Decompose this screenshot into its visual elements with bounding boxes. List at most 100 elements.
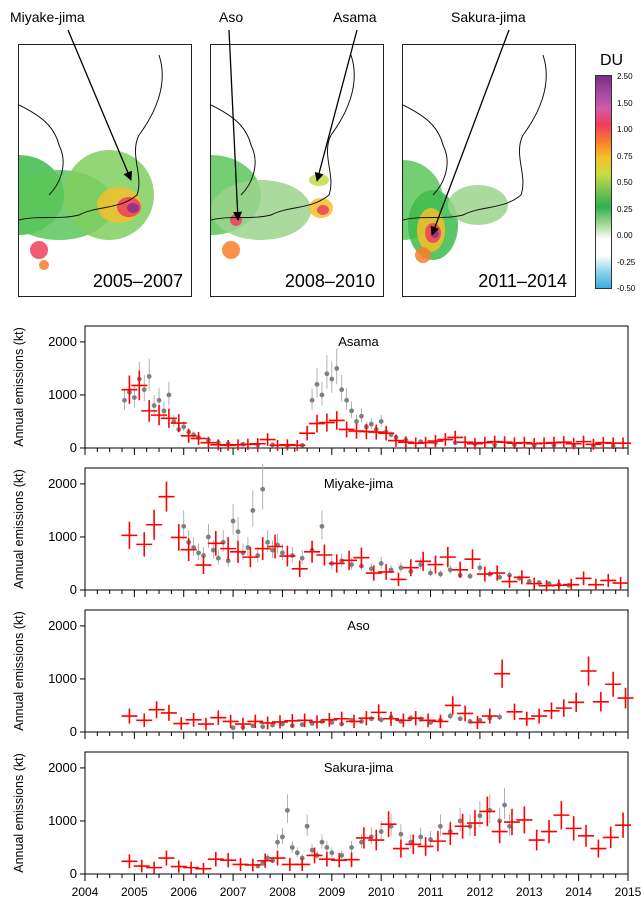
ground-data-point [359, 839, 364, 845]
colorbar-tick-label: 0.25 [617, 204, 633, 214]
ground-data-point [122, 397, 127, 403]
colorbar-tick-label: 0.00 [617, 231, 633, 240]
chart-title: Miyake-jima [324, 476, 394, 491]
ground-data-point [507, 572, 512, 578]
ground-data-point [546, 581, 552, 587]
ground-data-point [457, 818, 463, 824]
ground-data-point [309, 397, 315, 403]
ground-data-point [388, 823, 394, 829]
ground-data-point [507, 823, 512, 829]
colorbar [595, 75, 612, 289]
y-tick-label: 0 [70, 866, 77, 881]
ground-data-point [260, 724, 266, 730]
ground-data-point [201, 553, 206, 558]
chart-panel: 0 1000 2000 Annual emissions (kt) Asama [12, 325, 632, 455]
ground-data-point [438, 823, 443, 829]
ground-data-point [349, 845, 354, 850]
ground-data-point [289, 845, 295, 850]
ground-data-point [408, 839, 414, 845]
colorbar-tick-label: 1.50 [617, 98, 633, 108]
colorbar-tick-label: -0.25 [617, 257, 636, 267]
chart-panel: 0 1000 2000 Annual emissions (kt) Aso [12, 609, 634, 739]
ground-data-point [270, 547, 275, 553]
so2-plume [222, 241, 240, 259]
ground-data-point [210, 547, 216, 553]
y-axis-label: Annual emissions (kt) [12, 611, 26, 731]
ground-data-point [191, 545, 197, 550]
ground-data-point [378, 561, 384, 566]
ground-data-point [398, 565, 404, 571]
ground-data-point [299, 722, 305, 727]
y-axis-label: Annual emissions (kt) [12, 753, 26, 873]
colorbar-tick-label: -0.50 [617, 284, 636, 293]
ground-data-point [280, 550, 285, 556]
map-period-label: 2005–2007 [92, 271, 183, 291]
y-tick-label: 1000 [48, 387, 77, 402]
ground-data-point [477, 813, 483, 819]
so2-plume [309, 174, 329, 186]
ground-data-point [334, 366, 340, 371]
ground-data-point [225, 558, 231, 564]
so2-plume [211, 180, 311, 240]
x-tick-label: 2007 [220, 885, 247, 899]
ground-data-point [230, 725, 236, 731]
ground-data-point [428, 570, 433, 576]
y-tick-label: 2000 [48, 760, 77, 775]
y-tick-label: 2000 [48, 476, 77, 491]
colorbar-tick-label: 1.00 [617, 125, 633, 134]
x-tick-label: 2009 [318, 885, 345, 899]
ground-data-point [378, 829, 384, 834]
x-tick-label: 2008 [269, 885, 296, 899]
ground-data-point [418, 562, 424, 567]
ground-data-point [275, 839, 280, 845]
x-tick-label: 2012 [467, 885, 494, 899]
x-tick-label: 2013 [516, 885, 543, 899]
map-panel-2008-2010: 2008–2010 [210, 44, 384, 297]
ground-data-point [196, 550, 201, 556]
ground-data-point [304, 823, 310, 829]
x-tick-label: 2011 [418, 885, 444, 899]
ground-data-point [270, 722, 275, 728]
so2-map [403, 54, 547, 263]
callout-sakura-jima: Sakura-jima [451, 9, 526, 25]
y-axis-label: Annual emissions (kt) [12, 327, 26, 447]
ground-data-point [319, 392, 325, 398]
ground-data-point [280, 834, 285, 840]
emission-time-series: 0 1000 2000 Annual emissions (kt) Asama 0 1000… [12, 325, 641, 899]
ground-data-point [245, 545, 251, 550]
ground-data-point [206, 534, 211, 540]
y-tick-label: 2000 [48, 334, 77, 349]
ground-data-point [526, 579, 532, 584]
ground-data-point [398, 831, 404, 837]
y-tick-label: 0 [70, 582, 77, 597]
ground-data-point [339, 387, 345, 393]
colorbar-title: DU [600, 52, 624, 69]
callout-asama: Asama [333, 9, 377, 25]
chart-title: Asama [338, 334, 379, 349]
ground-data-point [467, 573, 473, 579]
so2-plume [39, 260, 49, 270]
chart-title: Aso [347, 618, 369, 633]
so2-plume [415, 247, 431, 263]
ground-data-point [388, 567, 394, 573]
ground-data-point [309, 847, 315, 853]
ground-data-point [324, 371, 330, 377]
ground-data-point [265, 855, 271, 861]
x-tick-label: 2010 [368, 885, 395, 899]
ground-data-point [131, 395, 137, 401]
map-period-label: 2008–2010 [284, 271, 375, 291]
ground-data-point [339, 853, 345, 858]
ground-data-point [378, 419, 384, 424]
y-tick-label: 1000 [48, 813, 77, 828]
coastline [211, 104, 256, 196]
so2-map [211, 54, 355, 259]
ground-data-point [502, 802, 507, 808]
ground-data-point [156, 397, 162, 403]
ground-data-point [354, 419, 359, 424]
ground-data-point [329, 376, 335, 382]
chart-panel: 0 1000 2000 Annual emissions (kt) Miyake-jim… [12, 464, 629, 597]
ground-data-point [447, 567, 453, 573]
y-tick-label: 2000 [48, 618, 77, 633]
colorbar-tick-label: 0.75 [617, 151, 633, 161]
ground-data-point [368, 421, 374, 427]
